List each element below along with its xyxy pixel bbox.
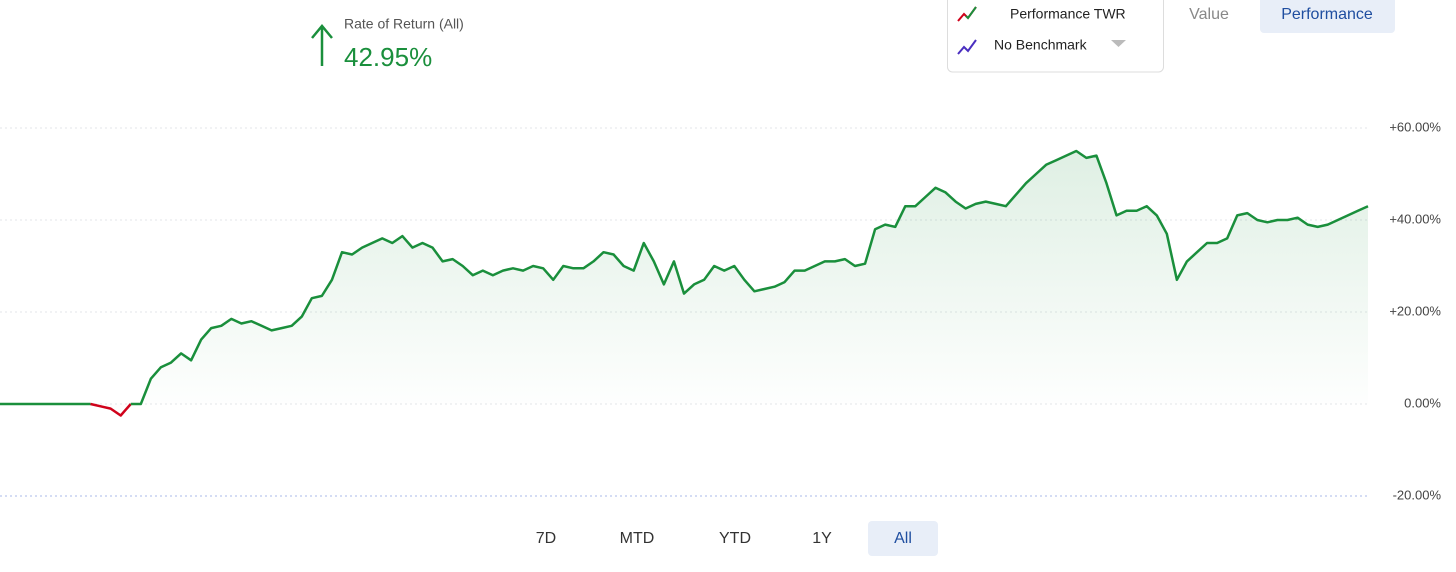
active-range-bg: [868, 521, 938, 556]
active-tab-bg: [1260, 0, 1395, 33]
legend-icon: [957, 39, 977, 55]
up-arrow: [311, 24, 333, 66]
summary-value: 42.95%: [344, 42, 432, 72]
view-tab[interactable]: Performance: [1281, 6, 1373, 23]
y-tick-label: -20.00%: [1393, 487, 1442, 502]
legend-icon: [965, 6, 977, 20]
benchmark-select[interactable]: No Benchmark: [994, 37, 1088, 53]
dropdown-caret[interactable]: [1111, 40, 1126, 47]
range-buttons: 7D MTD YTD 1Y All: [536, 521, 938, 556]
y-tick-label: +40.00%: [1389, 211, 1441, 226]
range-button[interactable]: All: [894, 530, 912, 547]
legend-label: Performance TWR: [1010, 6, 1126, 22]
summary: Rate of Return (All) 42.95%: [311, 16, 464, 72]
line: [130, 149, 1369, 406]
legend: Performance TWR No Benchmark: [947, 0, 1164, 73]
y-tick-label: +60.00%: [1389, 119, 1441, 134]
view-tab[interactable]: Value: [1189, 6, 1229, 23]
line: [90, 402, 132, 417]
range-button[interactable]: 1Y: [812, 530, 832, 547]
range-button[interactable]: YTD: [719, 530, 751, 547]
summary-label: Rate of Return (All): [344, 16, 464, 32]
legend-box: [947, 0, 1164, 73]
range-button[interactable]: MTD: [620, 530, 655, 547]
area: [0, 151, 1368, 416]
y-tick-label: 0.00%: [1404, 395, 1441, 410]
range-button[interactable]: 7D: [536, 530, 556, 547]
plot: -20.00% 0.00% +20.00% +40.00% +60.00%: [0, 119, 1441, 502]
y-tick-label: +20.00%: [1389, 303, 1441, 318]
